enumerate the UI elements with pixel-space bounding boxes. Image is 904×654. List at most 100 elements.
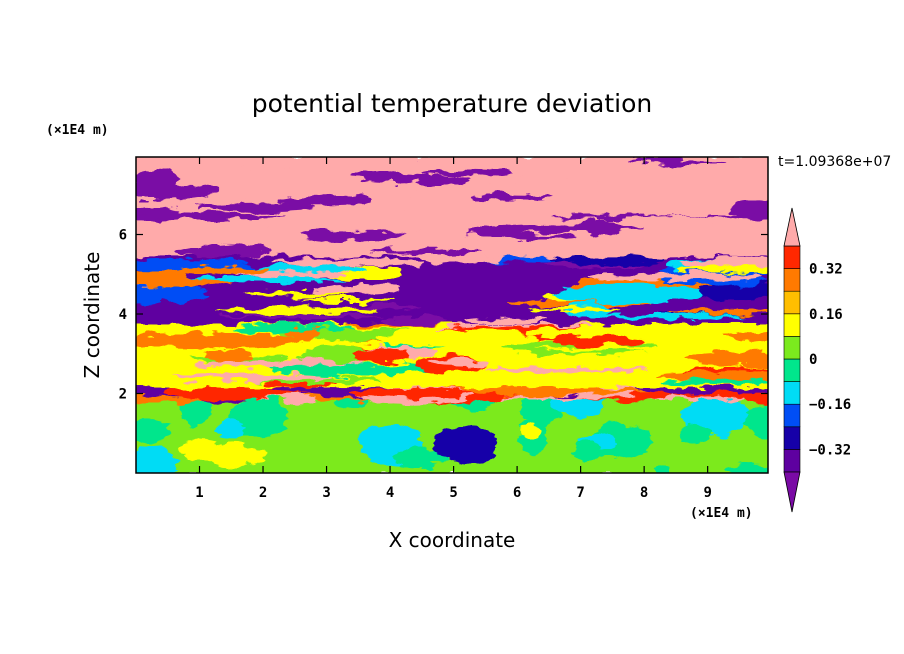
contour-field	[136, 157, 768, 473]
contour-patch	[464, 232, 536, 238]
contour-patch	[187, 276, 347, 282]
contour-patch	[217, 307, 380, 315]
x-tick-label: 2	[259, 485, 267, 501]
contour-patch	[276, 195, 371, 206]
contour-patch	[555, 285, 704, 303]
contour-patch	[239, 264, 367, 274]
x-tick-label: 5	[449, 485, 457, 501]
contour-patch	[202, 350, 254, 361]
contour-patch	[136, 213, 284, 220]
z-scale-label: (×1E4 m)	[46, 123, 109, 138]
contour-patch	[429, 358, 489, 368]
contour-patch	[348, 388, 472, 398]
contour-patch	[230, 397, 288, 439]
contour-patch	[433, 425, 499, 464]
contour-patch	[136, 285, 210, 303]
contour-patch	[729, 201, 768, 218]
colorbar-tick-label: −0.16	[809, 397, 851, 413]
contour-patch	[620, 427, 652, 450]
contour-patch	[162, 383, 293, 401]
x-scale-label: (×1E4 m)	[690, 506, 753, 521]
contour-patch	[621, 216, 740, 226]
contour-patch	[681, 351, 768, 367]
colorbar-box	[783, 426, 801, 450]
contour-patch	[497, 387, 564, 398]
colorbar-box	[783, 403, 801, 428]
x-tick-label: 7	[576, 485, 584, 501]
contour-patch	[219, 314, 386, 319]
z-tick-label: 6	[119, 228, 127, 244]
x-tick-label: 3	[322, 485, 330, 501]
contour-patch	[136, 333, 297, 350]
contour-patch	[462, 318, 548, 324]
contour-patch	[323, 190, 445, 200]
x-tick-label: 1	[195, 485, 203, 501]
contour-patch	[481, 223, 644, 231]
x-tick-label: 6	[513, 485, 521, 501]
chart-title: potential temperature deviation	[252, 89, 652, 118]
colorbar-box	[783, 290, 801, 315]
contour-patch	[382, 315, 448, 327]
contour-patch	[136, 241, 235, 248]
contour-patch	[654, 463, 672, 473]
contour-patch	[259, 184, 350, 191]
contour-patch	[420, 169, 515, 177]
contour-patch	[246, 160, 361, 171]
x-axis-label: X coordinate	[389, 528, 516, 552]
colorbar-tick-label: 0.32	[809, 262, 843, 278]
contour-patch	[136, 170, 178, 189]
plot-frame	[135, 156, 769, 474]
contour-patch	[528, 307, 619, 312]
contour-patch	[265, 224, 423, 232]
contour-patch	[163, 334, 204, 344]
contour-patch	[197, 203, 315, 212]
colorbar-box	[783, 245, 801, 269]
contour-patch	[172, 373, 334, 381]
colorbar-box	[783, 268, 801, 292]
colorbar-box	[783, 381, 801, 405]
z-axis-label: Z coordinate	[80, 252, 104, 379]
contour-patch	[574, 361, 651, 369]
colorbar-box	[783, 313, 801, 337]
colorbar-under-triangle	[783, 471, 801, 513]
contour-patch	[471, 193, 553, 201]
z-tick-label: 4	[119, 307, 127, 323]
contour-patch	[617, 247, 704, 259]
contour-patch	[482, 175, 600, 184]
contour-patch	[167, 265, 269, 275]
colorbar: 0.32 0.16 0 −0.16 −0.32	[783, 207, 851, 513]
colorbar-tick-label: 0	[809, 352, 817, 368]
contour-patch	[524, 327, 690, 338]
contour-patch	[351, 347, 412, 364]
contour-patch	[535, 346, 687, 351]
colorbar-tick-label: −0.32	[809, 442, 851, 458]
colorbar-box	[783, 358, 801, 382]
contour-patch	[613, 272, 763, 281]
contour-patch	[200, 444, 267, 466]
contour-patch	[677, 265, 768, 273]
contour-patch	[677, 423, 710, 443]
contour-patch	[724, 463, 768, 473]
contour-patch	[375, 329, 538, 347]
contour-patch	[656, 370, 768, 381]
contour-patch	[586, 273, 629, 281]
contour-patch	[744, 404, 768, 438]
contour-patch	[195, 359, 347, 367]
contour-patch	[551, 335, 646, 347]
contour-patch	[136, 278, 236, 289]
contour-patch	[269, 259, 426, 266]
contour-patch	[669, 308, 768, 316]
contour-patch	[520, 425, 542, 440]
colorbar-box	[783, 449, 801, 473]
contour-patch	[302, 230, 407, 241]
contour-patch	[136, 418, 172, 443]
colorbar-over-triangle	[783, 207, 801, 247]
contour-patch	[300, 297, 396, 303]
x-tick-label: 9	[703, 485, 711, 501]
contour-patch	[243, 291, 352, 298]
contour-patch	[286, 327, 324, 342]
contour-patch	[665, 157, 768, 161]
colorbar-tick-label: 0.16	[809, 307, 843, 323]
contour-patch	[393, 446, 448, 468]
